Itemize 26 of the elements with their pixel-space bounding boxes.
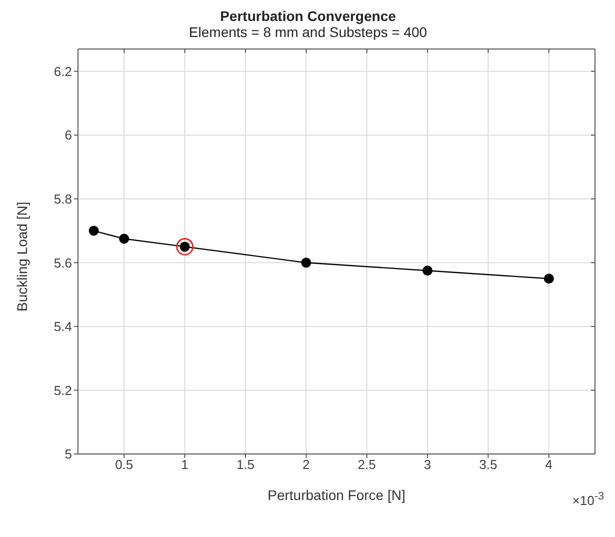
point [544, 274, 554, 284]
x-tick-label: 2.5 [358, 457, 376, 472]
point [119, 234, 130, 244]
y-tick-label: 5.2 [54, 382, 72, 398]
x-tick-label: 4 [545, 457, 552, 472]
chart-title: Perturbation Convergence [220, 8, 396, 24]
y-tick-label: 5.6 [54, 255, 72, 270]
x-tick-label: 3 [424, 457, 432, 472]
x-axis-title: Perturbation Force [N] [268, 487, 406, 503]
text: ×10$^{-3}$ [572, 490, 604, 508]
y-tick-label: 6 [64, 128, 72, 143]
x-tick-label: 1.5 [236, 457, 255, 472]
y-axis-title: Buckling Load [N] [14, 202, 30, 312]
y-tick-label: 5.4 [54, 319, 72, 334]
point [88, 226, 99, 236]
point [176, 238, 194, 256]
y-tick-label: 6.2 [54, 64, 72, 79]
point [422, 266, 433, 276]
x-tick-label: 1 [181, 457, 188, 472]
y-tick-label: 5 [64, 446, 72, 462]
x-tick-label: 3.5 [479, 457, 498, 472]
chart-subtitle: Elements = 8 mm and Substeps = 400 [188, 24, 428, 40]
y-tick-label: 5.8 [54, 191, 72, 206]
x-tick-label: 2 [302, 457, 310, 472]
point [301, 258, 312, 268]
x-tick-label: 0.5 [115, 457, 134, 472]
